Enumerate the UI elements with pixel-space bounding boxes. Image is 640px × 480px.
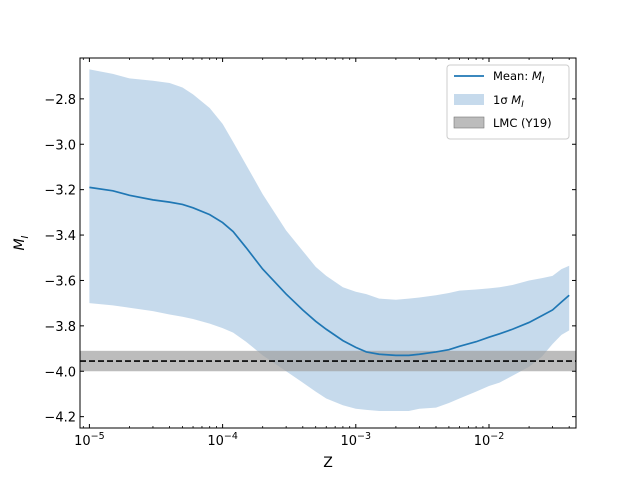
y-axis-label: MI (12, 235, 31, 250)
x-tick-label: 10−2 (474, 431, 505, 449)
sigma-band (89, 69, 570, 411)
legend: Mean: MI 1σ MI LMC (Y19) (446, 64, 570, 140)
y-tick-label: −3.8 (44, 320, 76, 335)
axes-frame (79, 57, 577, 429)
y-tick-label: −4.0 (44, 365, 76, 380)
y-tick-label: −3.2 (44, 184, 76, 199)
y-tick-label: −3.6 (44, 274, 76, 289)
legend-entry-label: LMC (Y19) (493, 116, 552, 130)
legend-entry-label: 1σ MI (493, 93, 524, 110)
legend-lmc-swatch (453, 116, 485, 129)
mean-line (89, 186, 570, 357)
x-tick-label: 10−5 (74, 431, 105, 449)
x-axis-label: Z (323, 455, 333, 471)
y-tick-label: −3.0 (44, 138, 76, 153)
legend-band-swatch (454, 94, 484, 105)
x-tick-label: 10−4 (207, 431, 238, 449)
y-tick-label: −2.8 (44, 93, 76, 108)
y-tick-label: −3.4 (44, 229, 76, 244)
y-tick-label: −4.2 (44, 411, 76, 426)
legend-entry-label: Mean: MI (493, 69, 545, 86)
x-tick-label: 10−3 (341, 431, 372, 449)
